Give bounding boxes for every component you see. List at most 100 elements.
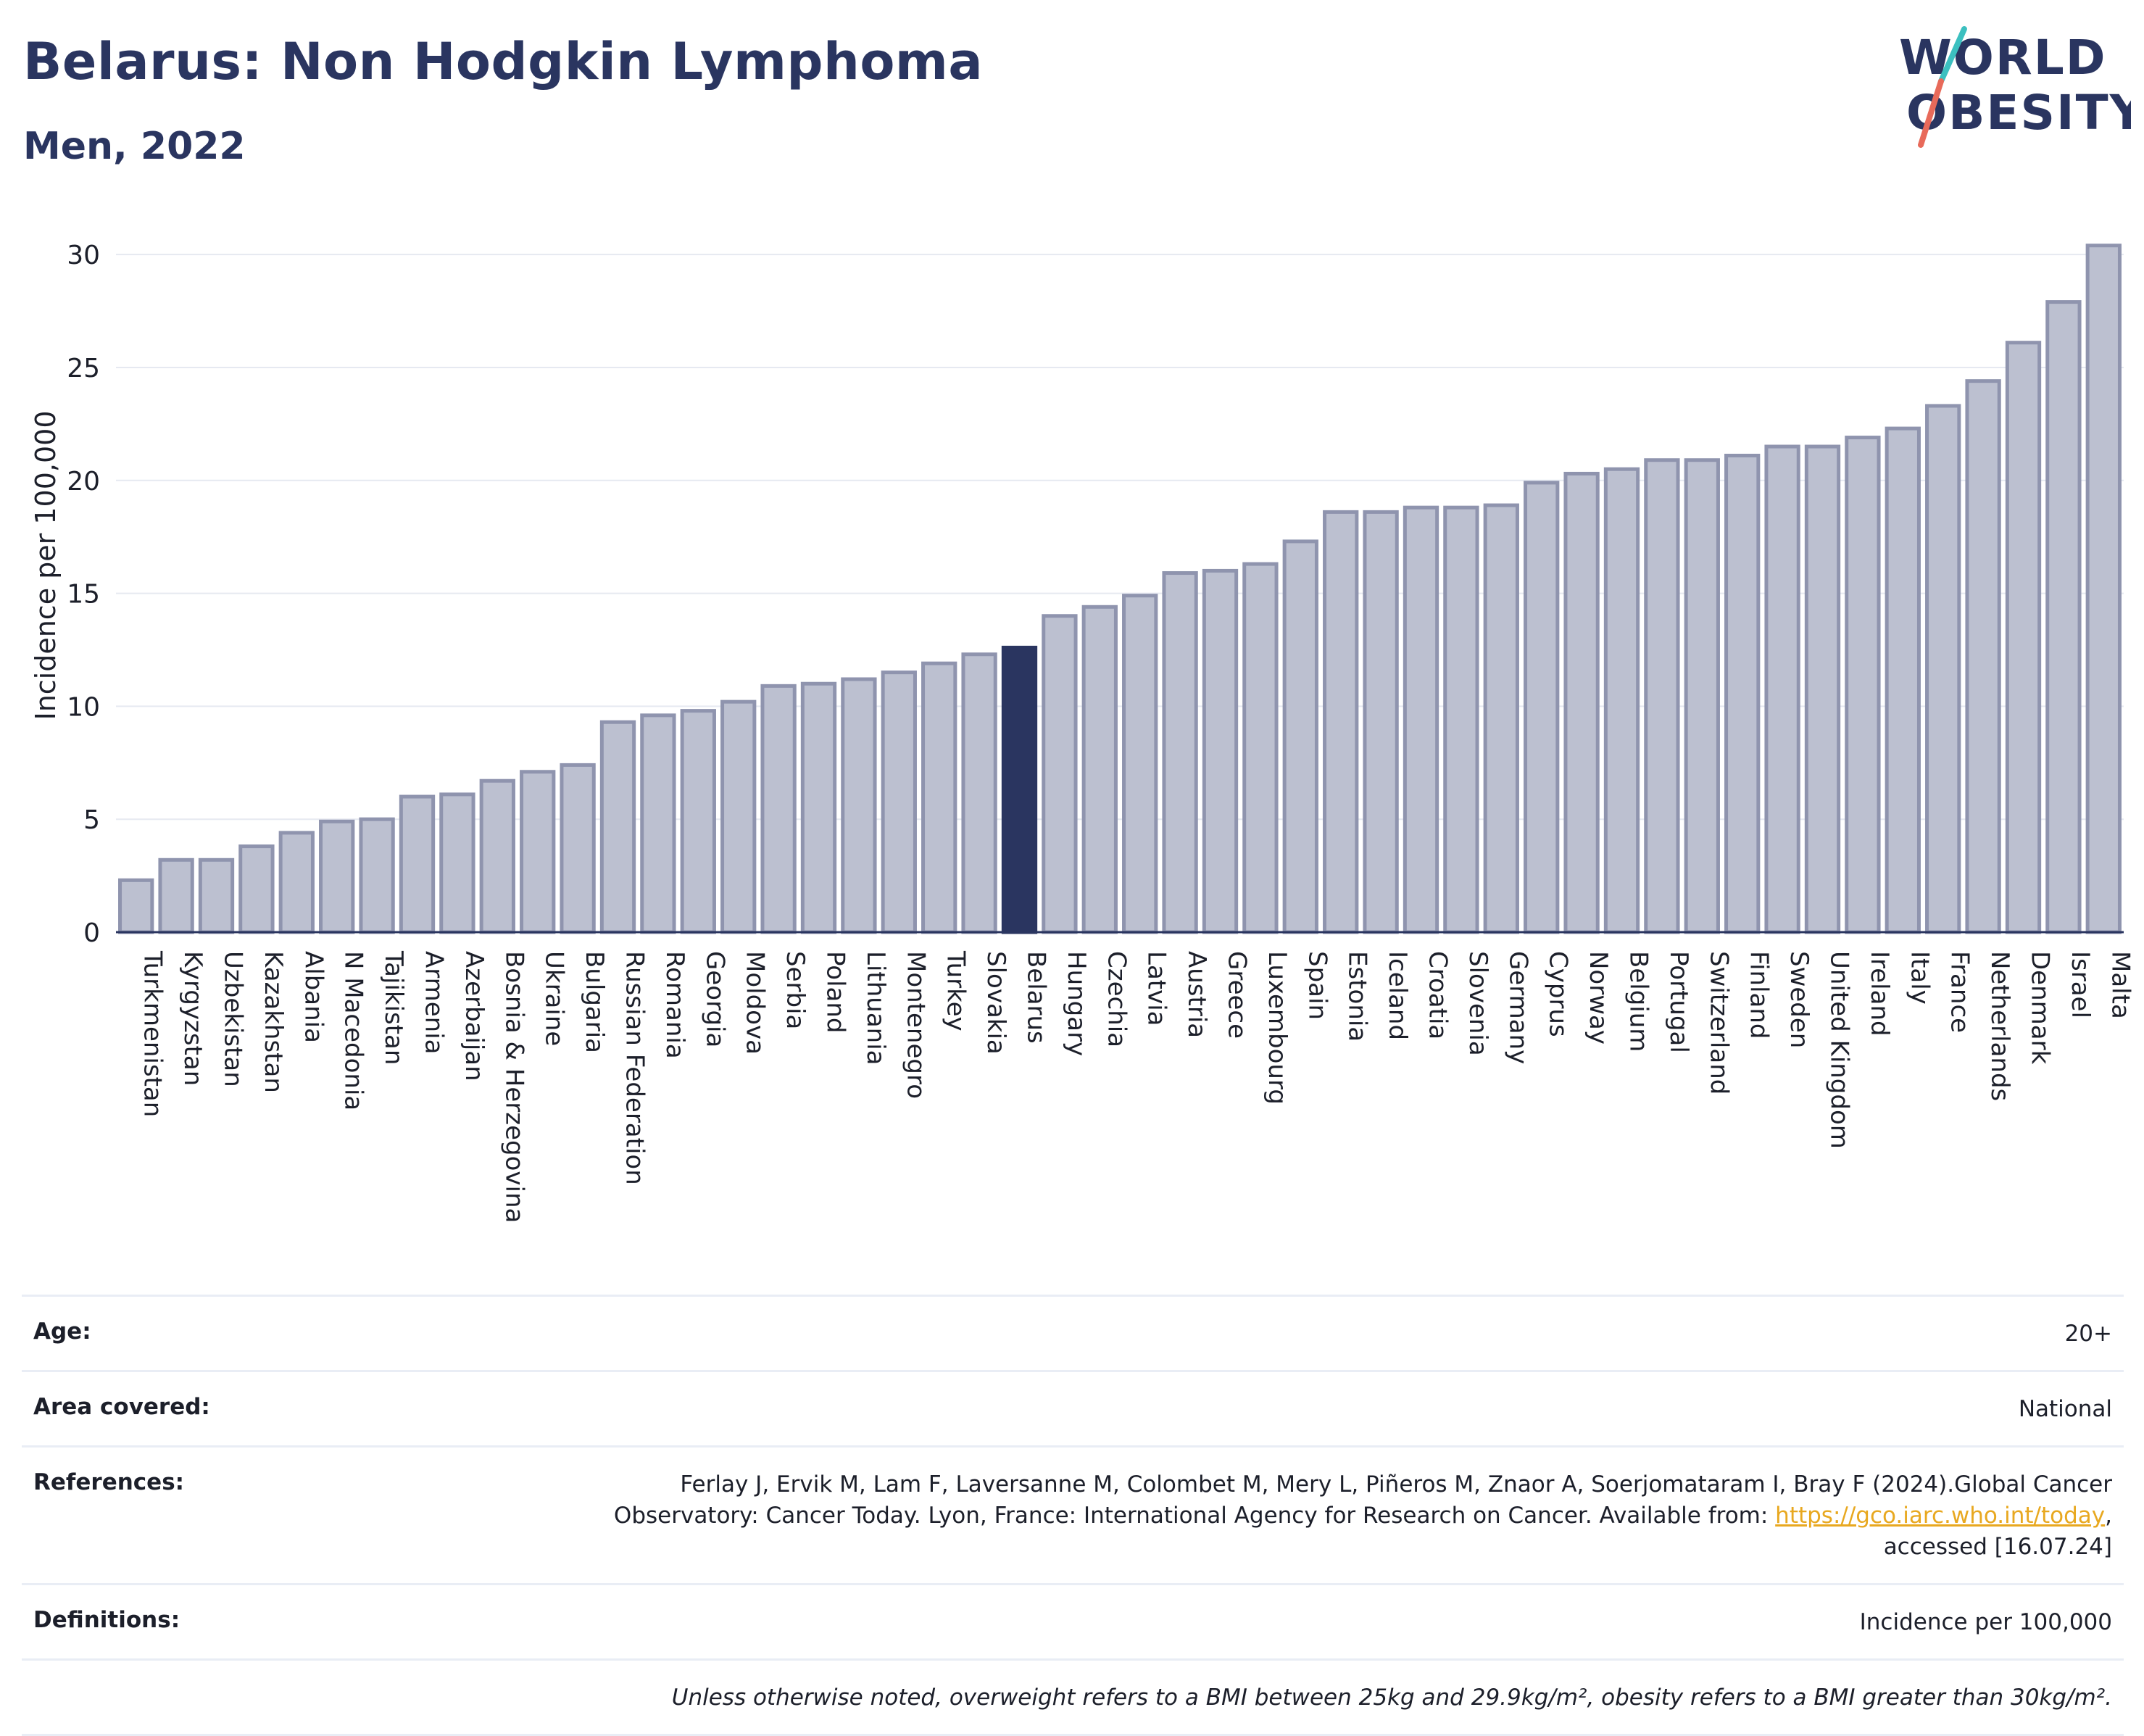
x-tick-label: N Macedonia [339,951,368,1110]
area-label: Area covered: [33,1394,210,1420]
x-tick-label: Portugal [1664,951,1693,1053]
y-tick-label: 25 [67,354,100,383]
bar-highlight [1001,645,1038,934]
bmi-note: Unless otherwise noted, overweight refer… [671,1685,2112,1711]
bar [961,652,997,934]
info-table: Age: 20+ Area covered: National Referenc… [22,1295,2124,1736]
bar [1122,594,1158,934]
x-tick-label: Romania [660,951,689,1059]
bar [158,857,194,934]
bar [1885,426,1921,934]
y-tick-label: 15 [67,580,100,610]
bar [1202,568,1239,934]
references-line-1: Ferlay J, Ervik M, Lam F, Laversanne M, … [680,1471,2112,1498]
x-tick-label: France [1945,951,1974,1033]
bar [1282,539,1318,934]
bar [1162,571,1198,934]
bar [560,763,596,934]
x-tick-label: Montenegro [901,951,930,1099]
x-tick-label: Czechia [1102,951,1131,1047]
references-line-2-text: Observatory: Cancer Today. Lyon, France:… [613,1503,1776,1529]
x-tick-label: Israel [2066,951,2095,1018]
page-title: Belarus: Non Hodgkin Lymphoma [23,32,984,91]
x-tick-label: Moldova [741,951,770,1055]
references-label: References: [33,1469,185,1495]
references-line-2: Observatory: Cancer Today. Lyon, France:… [614,1500,2112,1532]
svg-text:OBESITY: OBESITY [1906,85,2131,141]
bar [640,713,676,934]
x-tick-label: Uzbekistan [219,951,248,1087]
bar [841,677,877,934]
x-tick-label: Turkmenistan [138,950,167,1117]
area-value: National [2018,1396,2112,1422]
bar [439,792,475,934]
bar [1684,458,1720,934]
bar [2005,341,2042,934]
bar [1563,471,1600,934]
y-tick-label: 30 [67,241,100,270]
bar [1965,379,2001,934]
bar-chart: 0 5 10 15 20 25 30 Turkmenistan Kyrgyzstan Uzbek… [30,241,2135,1223]
bar [1443,505,1479,934]
x-tick-label: Turkey [942,950,971,1031]
x-tick-label: Azerbaijan [460,951,489,1081]
x-tick-label: Latvia [1142,951,1171,1026]
x-tick-label: Estonia [1343,951,1372,1042]
bar [680,709,716,934]
x-tick-label: Bulgaria [580,951,609,1053]
x-tick-label: Serbia [781,951,810,1029]
bar [1363,510,1399,934]
bar [1524,481,1560,934]
bar [1764,444,1800,934]
y-tick-label: 5 [83,805,100,835]
x-tick-label: Croatia [1424,951,1453,1039]
references-line-2-end: , [2105,1503,2112,1529]
x-tick-label: Poland [821,951,850,1034]
bar [881,670,917,934]
x-tick-label: Tajikistan [379,950,408,1065]
x-tick-label: Finland [1745,951,1774,1039]
x-tick-label: Ireland [1865,951,1894,1037]
x-tick-label: Norway [1584,951,1613,1044]
x-tick-label: Switzerland [1704,951,1733,1095]
bar [198,857,235,934]
bar [520,770,556,934]
references-line-3: accessed [16.07.24] [1883,1534,2112,1560]
svg-text:WORLD: WORLD [1899,30,2107,86]
bar [599,720,636,934]
bar [118,878,154,934]
x-tick-label: Russian Federation [620,951,649,1185]
x-tick-label: Sweden [1784,951,1813,1048]
bar [1042,614,1078,934]
bar [479,778,515,934]
x-tick-label: Armenia [420,951,449,1055]
bar [1323,510,1359,934]
bar [359,817,395,934]
bar [319,819,355,934]
x-tick-label: Iceland [1383,951,1412,1040]
y-tick-label: 10 [67,692,100,722]
x-tick-label: Kyrgyzstan [178,951,207,1086]
y-tick-label: 20 [67,467,100,497]
references-value: Ferlay J, Ervik M, Lam F, Laversanne M, … [614,1469,2112,1563]
x-tick-label: Bosnia & Herzegovina [499,951,528,1223]
definitions-label: Definitions: [33,1607,180,1633]
info-row-area: Area covered: National [22,1370,2124,1445]
bar [1644,458,1680,934]
bar [1403,505,1439,934]
x-tick-label: Lithuania [861,951,890,1065]
x-tick-label: Cyprus [1544,951,1573,1037]
x-tick-label: Ukraine [540,951,569,1046]
page-subtitle: Men, 2022 [23,125,246,168]
x-tick-label: Slovakia [981,951,1010,1055]
bar [2045,300,2082,934]
info-row-note: Unless otherwise noted, overweight refer… [22,1658,2124,1736]
y-tick-label: 0 [83,918,100,948]
bar [1925,404,1961,934]
x-tick-label: Greece [1223,951,1252,1039]
bar [278,831,315,934]
bar [1724,453,1761,934]
x-tick-label: Netherlands [1985,951,2014,1101]
x-tick-label: Spain [1302,951,1331,1020]
references-link[interactable]: https://gco.iarc.who.int/today [1775,1503,2106,1529]
